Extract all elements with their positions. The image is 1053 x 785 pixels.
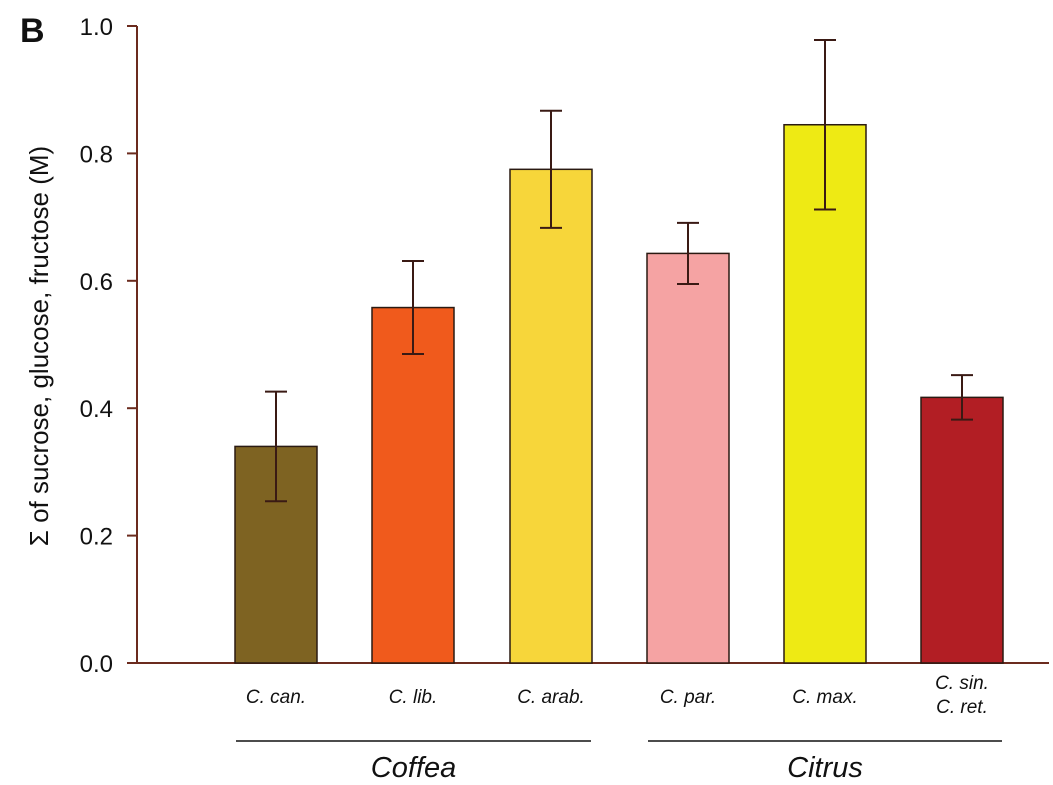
x-tick-label: C. max. xyxy=(792,687,857,708)
y-tick-label: 0.2 xyxy=(80,524,113,551)
x-tick-label: C. arab. xyxy=(517,687,585,708)
x-tick-label: C. lib. xyxy=(389,687,438,708)
x-tick-label: C. can. xyxy=(246,687,306,708)
bar xyxy=(920,396,1004,664)
y-tick-label: 0.6 xyxy=(80,269,113,296)
group-label: Citrus xyxy=(787,752,863,784)
y-axis-label: Σ of sucrose, glucose, fructose (M) xyxy=(24,146,54,546)
bar xyxy=(371,306,455,664)
bar xyxy=(646,252,730,664)
y-tick-label: 0.0 xyxy=(80,651,113,678)
x-tick-label: C. ret. xyxy=(936,697,988,718)
x-tick-label: C. par. xyxy=(660,687,716,708)
x-tick-label: C. sin. xyxy=(935,673,989,694)
group-label: Coffea xyxy=(371,752,456,784)
y-tick-label: 0.8 xyxy=(80,141,113,168)
panel-label: B xyxy=(20,12,45,50)
y-tick-label: 0.4 xyxy=(80,396,113,423)
bar xyxy=(509,168,593,664)
bar xyxy=(783,123,867,664)
y-tick-label: 1.0 xyxy=(80,14,113,41)
